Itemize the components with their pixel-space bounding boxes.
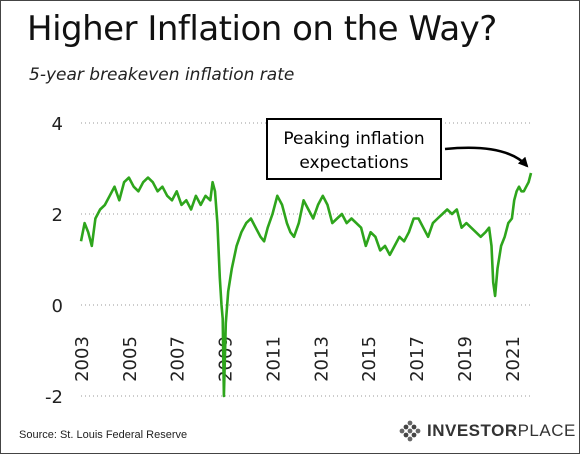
source-note: Source: St. Louis Federal Reserve [19,429,188,441]
x-tick-label: 2019 [455,336,476,382]
y-tick-label: 4 [52,114,63,135]
chart-subtitle: 5-year breakeven inflation rate [29,65,295,85]
x-tick-label: 2013 [311,336,332,382]
x-axis-tick-labels: 2003 2005 2007 2009 2011 2013 2015 2017 2019 2021 [72,336,524,382]
y-tick-label: 2 [52,205,63,226]
logo-text-bold: INVESTOR [427,421,518,440]
x-tick-label: 2003 [72,336,93,382]
x-tick-label: 2021 [503,336,524,382]
annotation: Peaking inflation expectations [266,118,529,180]
y-tick-label: 0 [52,296,63,317]
y-axis-tick-labels: 4 2 0 -2 [45,114,63,408]
annotation-text-line-1: Peaking inflation [283,129,424,149]
x-tick-label: 2007 [168,336,189,382]
x-tick-label: 2015 [359,336,380,382]
annotation-arrow [444,146,529,168]
annotation-text-line-2: expectations [299,153,408,173]
x-tick-label: 2005 [120,336,141,382]
x-tick-label: 2017 [407,336,428,382]
chart-title: Higher Inflation on the Way? [27,9,497,49]
logo-text-light: PLACE [517,421,576,440]
annotation-box [266,118,442,180]
inflation-series-line [79,172,533,398]
x-tick-label: 2011 [263,336,284,382]
investorplace-logo: INVESTORPLACE [399,419,576,443]
y-tick-label: -2 [45,387,63,408]
logo-mark-icon [399,420,421,442]
